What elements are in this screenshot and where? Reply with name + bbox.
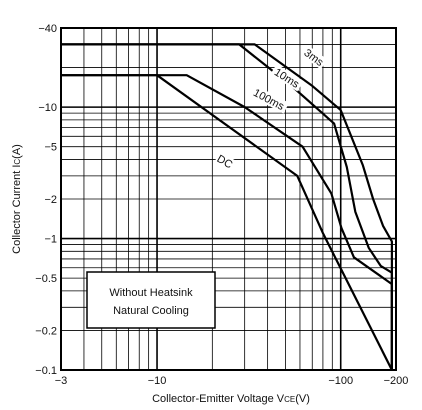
curve-label-text: 100ms bbox=[251, 87, 286, 113]
y-axis-title-main: Collector Current I bbox=[11, 165, 23, 254]
y-tick-label: −5 bbox=[44, 142, 57, 154]
y-axis-title: Collector Current IC(A) bbox=[11, 144, 23, 254]
curve-100ms bbox=[61, 74, 393, 370]
x-axis-title-unit: (V) bbox=[295, 393, 310, 405]
y-tick-label: −10 bbox=[38, 102, 57, 114]
y-tick-label: −2 bbox=[44, 194, 57, 206]
condition-note: Without Heatsink Natural Cooling bbox=[86, 271, 216, 329]
y-tick-label: −0.2 bbox=[35, 325, 57, 337]
condition-note-box bbox=[86, 271, 216, 329]
curve-label-100ms: 100ms bbox=[248, 84, 290, 114]
x-axis-title-subscript: CE bbox=[284, 395, 295, 404]
curve-label-bg bbox=[270, 64, 304, 92]
x-tick-label: −3 bbox=[55, 375, 68, 387]
curves bbox=[61, 43, 393, 371]
curve-DC bbox=[61, 74, 393, 371]
curve-label-bg bbox=[248, 84, 290, 114]
plot-frame bbox=[60, 27, 397, 371]
x-tick-label: −200 bbox=[384, 375, 409, 387]
y-tick-label: −0.1 bbox=[35, 365, 57, 377]
y-tick-label: −40 bbox=[38, 23, 57, 35]
curve-10ms bbox=[61, 43, 393, 370]
condition-note-line-1: Without Heatsink bbox=[109, 287, 193, 299]
curve-label-bg bbox=[300, 44, 328, 70]
x-tick-label: −100 bbox=[328, 375, 353, 387]
y-tick-label: −1 bbox=[44, 234, 57, 246]
curve-label-text: DC bbox=[215, 153, 235, 171]
x-axis-title-main: Collector-Emitter Voltage V bbox=[152, 393, 285, 405]
y-axis-title-subscript: C bbox=[13, 159, 22, 165]
y-axis-title-unit: (A) bbox=[11, 144, 23, 159]
curve-label-DC: DC bbox=[214, 151, 236, 171]
y-tick-label: −0.5 bbox=[35, 273, 57, 285]
curve-3ms bbox=[61, 43, 393, 370]
condition-note-line-2: Natural Cooling bbox=[113, 305, 189, 317]
x-axis-title: Collector-Emitter Voltage VCE(V) bbox=[152, 393, 310, 405]
x-tick-label: −10 bbox=[148, 375, 167, 387]
tick-labels: −3 −10 −100 −200 −0.1 −0.2 −0.5 −1 −2 −5 −10 −40 bbox=[35, 23, 408, 387]
curve-label-bg bbox=[214, 151, 236, 171]
curve-label-3ms: 3ms bbox=[300, 44, 328, 70]
